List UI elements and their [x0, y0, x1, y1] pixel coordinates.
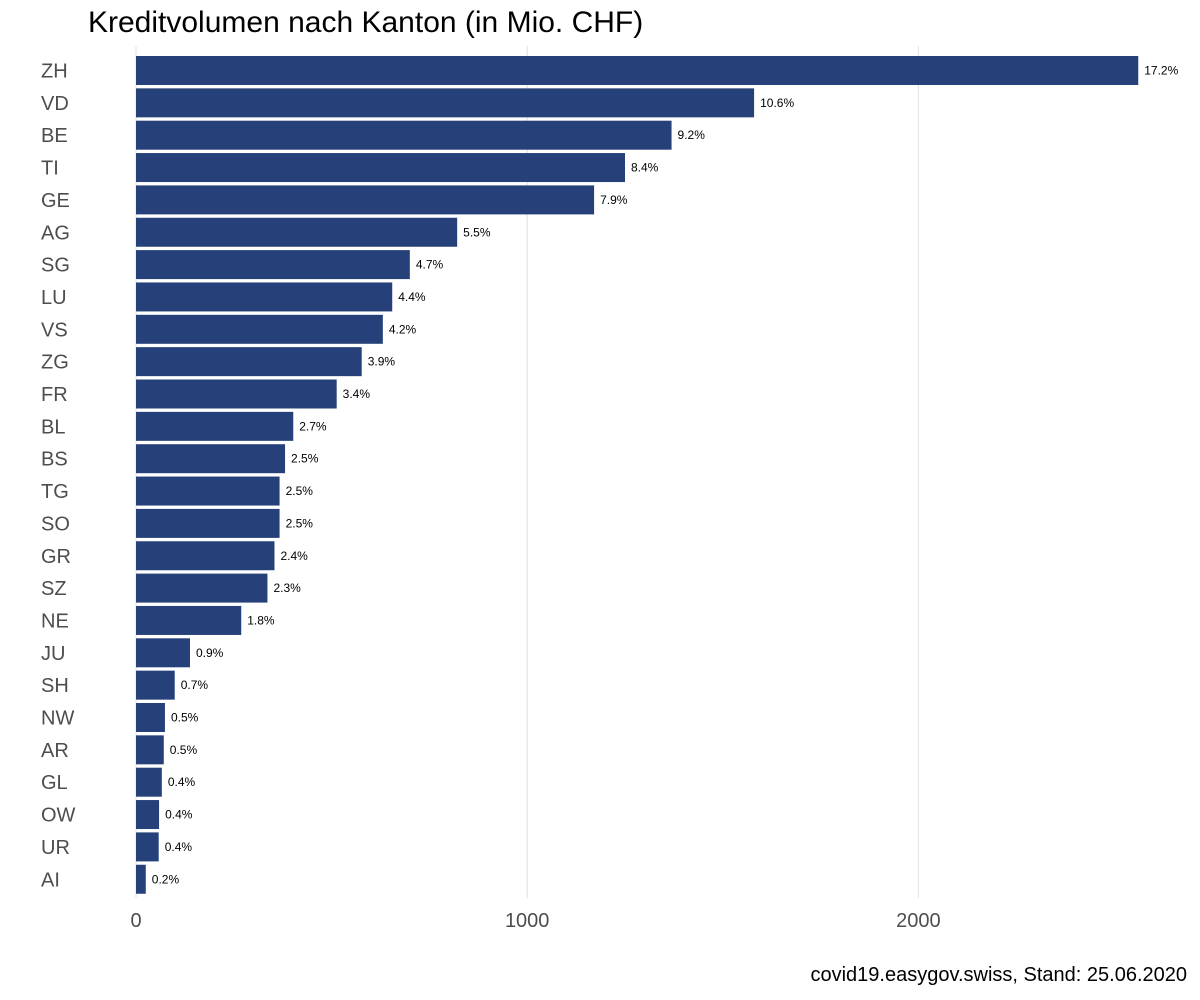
- data-label-layer: 17.2% 10.6% 9.2% 8.4% 7.9% 5.5% 4.7% 4.4% 4.2% 3.…: [152, 64, 1179, 887]
- y-tick-label-ju: JU: [41, 643, 65, 665]
- data-label-vd: 10.6%: [760, 96, 794, 110]
- bar-ow: [136, 800, 160, 830]
- y-tick-label-ar: AR: [41, 740, 69, 762]
- data-label-vs: 4.2%: [389, 322, 417, 336]
- bar-fr: [136, 379, 337, 409]
- chart-title: Kreditvolumen nach Kanton (in Mio. CHF): [88, 6, 644, 39]
- bar-zg: [136, 347, 362, 377]
- bar-gr: [136, 541, 275, 571]
- y-tick-label-ti: TI: [41, 158, 59, 180]
- bar-tg: [136, 476, 280, 506]
- y-tick-label-gr: GR: [41, 546, 71, 568]
- data-label-zh: 17.2%: [1144, 64, 1178, 78]
- bar-sh: [136, 670, 175, 700]
- data-label-ge: 7.9%: [600, 193, 628, 207]
- bar-be: [136, 120, 672, 150]
- y-tick-label-ur: UR: [41, 837, 70, 859]
- data-label-sg: 4.7%: [416, 258, 444, 272]
- x-axis: 0 1000 2000: [130, 910, 940, 932]
- y-tick-label-vd: VD: [41, 93, 69, 115]
- data-label-ju: 0.9%: [196, 646, 224, 660]
- bar-ai: [136, 864, 146, 894]
- bar-ge: [136, 185, 595, 215]
- y-tick-label-so: SO: [41, 513, 70, 535]
- data-label-lu: 4.4%: [398, 290, 426, 304]
- y-tick-label-sz: SZ: [41, 578, 67, 600]
- data-label-ar: 0.5%: [170, 743, 198, 757]
- data-label-sz: 2.3%: [273, 581, 301, 595]
- bar-sg: [136, 250, 410, 280]
- data-label-ai: 0.2%: [152, 872, 180, 886]
- y-tick-label-lu: LU: [41, 287, 67, 309]
- y-tick-label-zg: ZG: [41, 352, 69, 374]
- data-label-gr: 2.4%: [280, 549, 308, 563]
- data-label-ti: 8.4%: [631, 161, 659, 175]
- bar-nw: [136, 703, 165, 732]
- bar-ar: [136, 735, 164, 765]
- x-tick-label: 2000: [896, 910, 941, 932]
- bar-bl: [136, 411, 294, 441]
- y-tick-label-ag: AG: [41, 222, 70, 244]
- data-label-bs: 2.5%: [291, 452, 319, 466]
- data-label-be: 9.2%: [678, 128, 706, 142]
- y-tick-label-bs: BS: [41, 449, 68, 471]
- x-tick-label: 0: [130, 910, 141, 932]
- data-label-tg: 2.5%: [286, 484, 314, 498]
- y-tick-label-ai: AI: [41, 869, 60, 891]
- y-tick-label-nw: NW: [41, 708, 74, 730]
- y-tick-label-bl: BL: [41, 416, 65, 438]
- y-tick-label-zh: ZH: [41, 61, 68, 83]
- bar-lu: [136, 282, 393, 312]
- data-label-ne: 1.8%: [247, 613, 275, 627]
- bar-ti: [136, 153, 625, 183]
- bar-sz: [136, 573, 268, 603]
- y-tick-label-tg: TG: [41, 481, 69, 503]
- bar-ju: [136, 638, 190, 668]
- source-caption: covid19.easygov.swiss, Stand: 25.06.2020: [810, 964, 1187, 986]
- bar-vs: [136, 314, 383, 344]
- data-label-bl: 2.7%: [299, 419, 327, 433]
- bar-ne: [136, 605, 242, 635]
- y-tick-label-sh: SH: [41, 675, 69, 697]
- y-tick-label-ow: OW: [41, 805, 76, 827]
- y-tick-label-be: BE: [41, 125, 68, 147]
- y-tick-label-ge: GE: [41, 190, 70, 212]
- bar-zh: [136, 56, 1139, 85]
- data-label-nw: 0.5%: [171, 711, 199, 725]
- data-label-fr: 3.4%: [343, 387, 371, 401]
- bar-so: [136, 508, 280, 538]
- data-label-ow: 0.4%: [165, 808, 193, 822]
- y-tick-label-fr: FR: [41, 384, 68, 406]
- data-label-ag: 5.5%: [463, 225, 491, 239]
- data-label-gl: 0.4%: [168, 775, 196, 789]
- bar-ag: [136, 217, 458, 247]
- data-label-sh: 0.7%: [181, 678, 209, 692]
- x-tick-label: 1000: [505, 910, 550, 932]
- y-tick-label-sg: SG: [41, 255, 70, 277]
- bar-gl: [136, 767, 162, 797]
- bar-vd: [136, 88, 755, 118]
- y-tick-label-gl: GL: [41, 772, 68, 794]
- data-label-so: 2.5%: [286, 516, 314, 530]
- y-axis: ZH VD BE TI GE AG SG LU VS ZG FR BL BS TG SO GR SZ NE JU SH…: [41, 61, 76, 892]
- data-label-ur: 0.4%: [165, 840, 193, 854]
- bar-ur: [136, 832, 159, 862]
- data-label-zg: 3.9%: [368, 355, 396, 369]
- bar-bs: [136, 444, 286, 474]
- bar-layer: [136, 56, 1139, 894]
- y-tick-label-ne: NE: [41, 610, 69, 632]
- y-tick-label-vs: VS: [41, 319, 68, 341]
